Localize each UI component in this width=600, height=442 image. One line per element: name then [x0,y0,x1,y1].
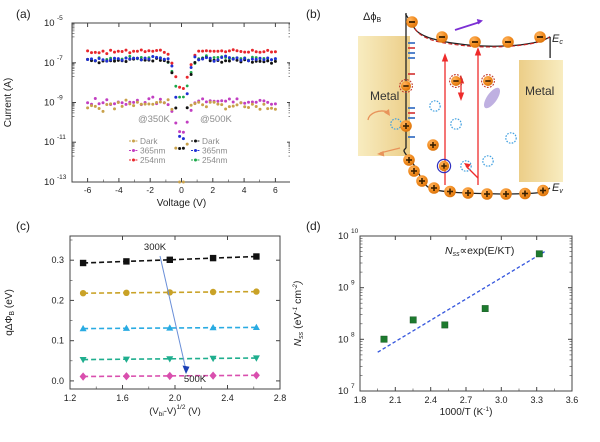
svg-text:-9: -9 [57,95,63,102]
svg-text:10: 10 [44,58,55,69]
svg-text:254nm: 254nm [140,155,165,165]
svg-text:6: 6 [273,185,278,195]
svg-text:0: 0 [179,185,184,195]
svg-text:0.3: 0.3 [51,255,64,265]
svg-text:Dark: Dark [140,136,158,146]
svg-text:254nm: 254nm [202,155,227,165]
svg-text:-13: -13 [57,174,67,181]
svg-text:0.0: 0.0 [51,376,64,386]
svg-text:10: 10 [44,98,55,109]
svg-text:2.7: 2.7 [460,395,473,405]
svg-text:Metal: Metal [370,89,399,103]
svg-text:365nm: 365nm [140,146,165,156]
svg-text:(Vbi-V)1/2 (V): (Vbi-V)1/2 (V) [149,404,201,418]
svg-text:2.8: 2.8 [274,393,287,403]
svg-text:365nm: 365nm [202,146,227,156]
svg-text:(d): (d) [306,219,321,233]
svg-text:3.3: 3.3 [530,395,543,405]
svg-text:10: 10 [44,177,55,188]
svg-text:Metal: Metal [525,84,554,98]
svg-text:10: 10 [44,18,55,29]
svg-text:(c): (c) [16,219,30,233]
svg-text:7: 7 [351,383,355,390]
svg-text:-6: -6 [84,185,92,195]
svg-text:3.6: 3.6 [566,395,579,405]
svg-text:2.1: 2.1 [389,395,402,405]
svg-text:2.4: 2.4 [221,393,234,403]
svg-text:3.0: 3.0 [495,395,508,405]
svg-text:@350K: @350K [138,114,170,125]
svg-text:0.1: 0.1 [51,336,64,346]
svg-text:2: 2 [210,185,215,195]
svg-text:Dark: Dark [202,136,220,146]
svg-text:-7: -7 [57,55,63,62]
svg-text:10: 10 [338,231,349,242]
svg-text:300K: 300K [144,242,167,253]
svg-text:-11: -11 [57,134,66,141]
svg-text:(a): (a) [16,7,31,21]
svg-text:2.0: 2.0 [169,393,182,403]
svg-text:10: 10 [351,228,359,235]
svg-text:10: 10 [338,283,349,294]
svg-text:9: 9 [351,280,355,287]
svg-text:Current (A): Current (A) [3,78,14,127]
svg-text:10: 10 [338,334,349,345]
svg-text:2.4: 2.4 [424,395,437,405]
svg-text:(b): (b) [306,7,321,21]
svg-text:1.8: 1.8 [354,395,367,405]
svg-text:-5: -5 [57,15,63,22]
svg-text:8: 8 [351,331,355,338]
svg-text:-2: -2 [146,185,154,195]
svg-text:Voltage (V): Voltage (V) [157,198,206,209]
svg-text:1.2: 1.2 [64,393,77,403]
svg-text:-4: -4 [115,185,123,195]
svg-text:500K: 500K [184,374,207,385]
svg-text:10: 10 [44,137,55,148]
svg-text:10: 10 [338,386,349,397]
svg-text:@500K: @500K [200,114,232,125]
svg-text:4: 4 [242,185,247,195]
svg-text:0.2: 0.2 [51,295,64,305]
svg-text:1.6: 1.6 [116,393,129,403]
